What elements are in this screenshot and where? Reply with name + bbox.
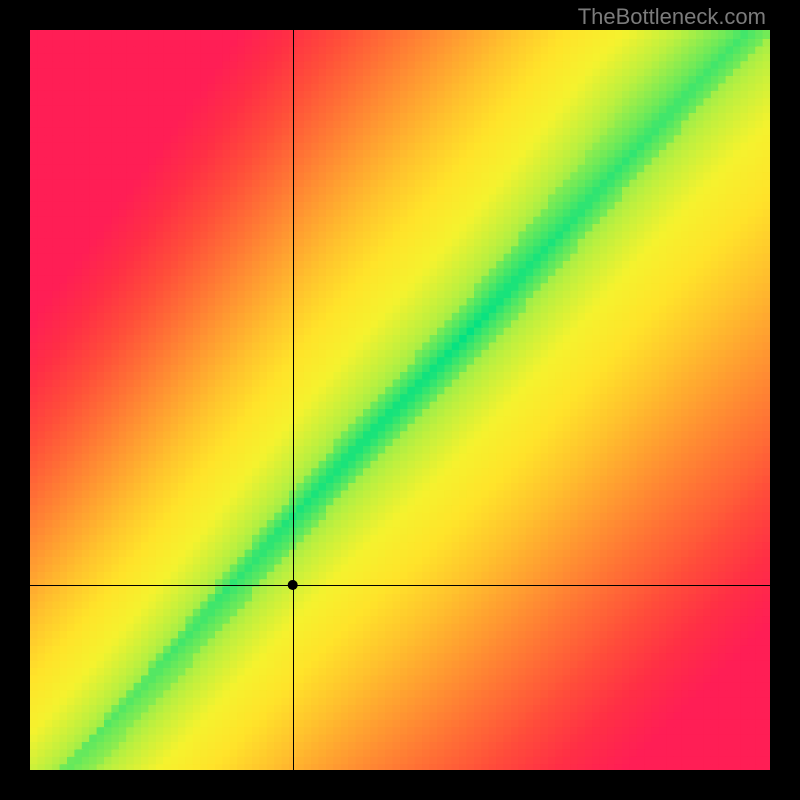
bottleneck-heatmap xyxy=(30,30,770,770)
watermark-label: TheBottleneck.com xyxy=(578,4,766,30)
chart-stage: TheBottleneck.com xyxy=(0,0,800,800)
